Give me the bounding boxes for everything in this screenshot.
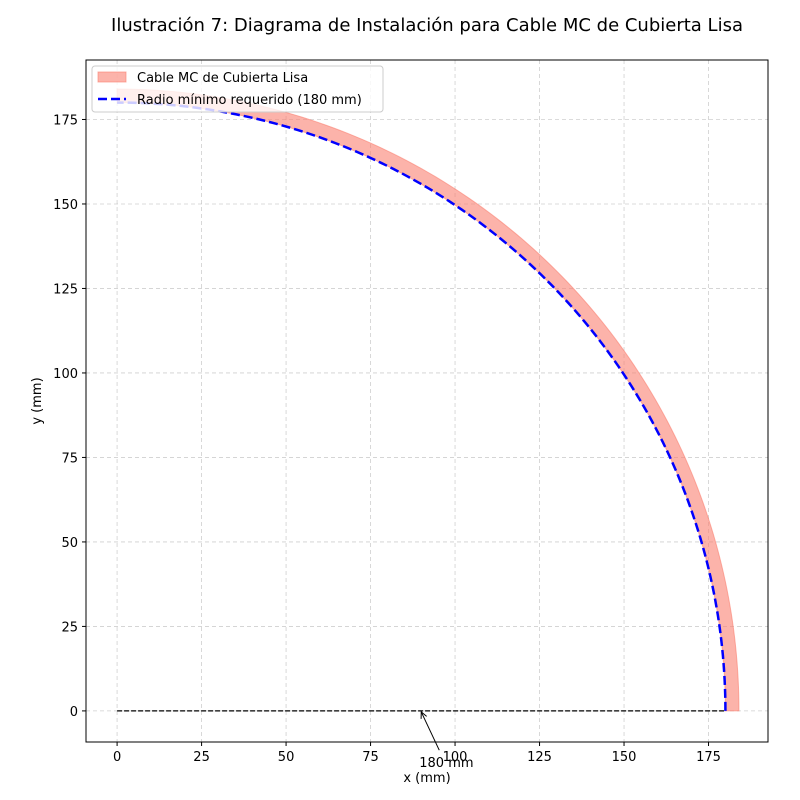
data-layer bbox=[116, 88, 740, 712]
annotation-arrow bbox=[420, 711, 440, 751]
legend-label-arc: Radio mínimo requerido (180 mm) bbox=[137, 93, 362, 108]
legend-label-band: Cable MC de Cubierta Lisa bbox=[137, 71, 308, 86]
grid-layer bbox=[86, 60, 768, 742]
x-tick-label: 150 bbox=[612, 750, 637, 765]
cable-band bbox=[116, 88, 740, 712]
annotation-arrowhead bbox=[420, 710, 427, 719]
y-axis-title: y (mm) bbox=[30, 377, 45, 424]
x-tick-label: 50 bbox=[278, 750, 295, 765]
legend: Cable MC de Cubierta Lisa Radio mínimo re… bbox=[91, 65, 384, 113]
x-tick-label: 25 bbox=[193, 750, 210, 765]
chart-title: Ilustración 7: Diagrama de Instalación p… bbox=[111, 15, 743, 36]
y-tick-label: 50 bbox=[61, 536, 78, 551]
y-tick-label: 100 bbox=[53, 367, 78, 382]
x-tick-label: 100 bbox=[443, 750, 468, 765]
y-tick-label: 25 bbox=[61, 620, 78, 635]
x-axis-title: x (mm) bbox=[403, 771, 450, 786]
plot-frame bbox=[85, 59, 769, 743]
y-tick-label: 175 bbox=[53, 113, 78, 128]
legend-swatch-band bbox=[97, 71, 127, 83]
annotation-layer: 180 mm bbox=[419, 710, 474, 771]
y-tick-label: 0 bbox=[70, 705, 78, 720]
min-radius-line bbox=[117, 101, 727, 711]
annotation-label: 180 mm bbox=[419, 756, 473, 771]
x-tick-label: 125 bbox=[527, 750, 552, 765]
legend-box bbox=[91, 65, 384, 113]
axis-layer: 0 25 50 75 100 125 150 175 0 25 50 75 100 125 150 175 bbox=[53, 113, 721, 765]
x-tick-label: 175 bbox=[696, 750, 721, 765]
x-tick-label: 0 bbox=[113, 750, 121, 765]
x-tick-label: 75 bbox=[362, 750, 379, 765]
y-tick-label: 150 bbox=[53, 198, 78, 213]
y-tick-label: 125 bbox=[53, 282, 78, 297]
y-tick-label: 75 bbox=[61, 451, 78, 466]
